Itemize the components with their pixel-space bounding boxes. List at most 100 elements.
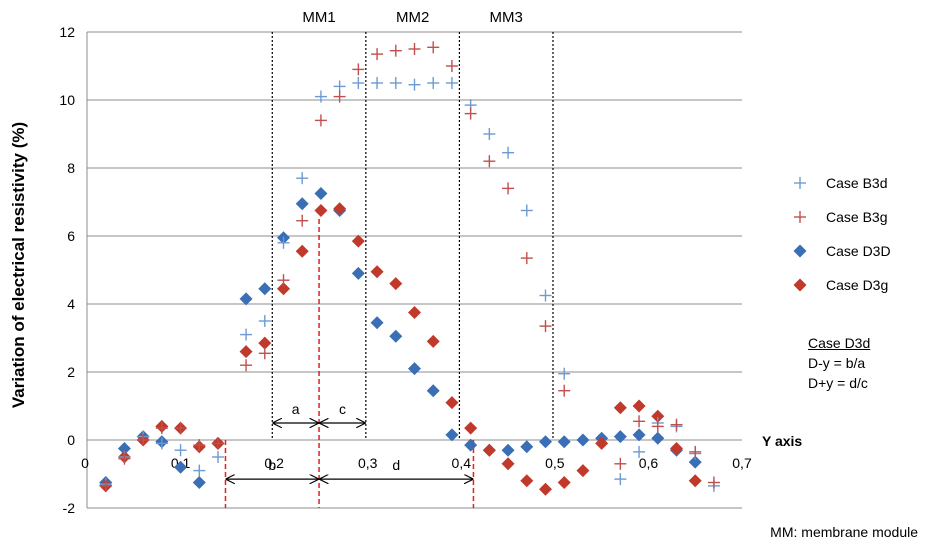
data-point bbox=[333, 90, 346, 103]
data-point bbox=[258, 315, 271, 327]
data-point bbox=[688, 455, 702, 469]
data-point bbox=[239, 292, 253, 306]
data-point bbox=[314, 90, 327, 103]
data-point bbox=[689, 445, 702, 458]
data-point bbox=[520, 252, 533, 265]
data-point bbox=[632, 399, 646, 413]
data-point bbox=[707, 476, 720, 489]
data-point bbox=[277, 236, 290, 249]
data-point bbox=[258, 347, 271, 360]
data-point bbox=[427, 41, 440, 54]
data-point bbox=[520, 204, 533, 217]
y-tick-labels: -2 0 2 4 6 8 10 12 bbox=[59, 24, 75, 516]
data-point bbox=[445, 428, 459, 442]
data-point bbox=[576, 433, 590, 447]
y-tick-label: 6 bbox=[67, 228, 75, 244]
legend-label-2: Case D3D bbox=[826, 243, 891, 259]
data-point bbox=[174, 444, 187, 457]
data-point bbox=[314, 204, 328, 217]
data-point bbox=[445, 77, 458, 89]
data-point bbox=[193, 439, 206, 452]
data-point bbox=[502, 146, 515, 159]
y-tick-label: 0 bbox=[67, 432, 75, 448]
data-point bbox=[389, 329, 403, 343]
data-point bbox=[613, 430, 627, 444]
x-tick-label: 0,6 bbox=[639, 455, 659, 471]
y-axis-label: Variation of electrical resistivity (%) bbox=[9, 122, 28, 408]
data-point bbox=[370, 265, 384, 279]
data-point bbox=[137, 434, 150, 446]
data-point bbox=[464, 438, 478, 452]
data-point bbox=[632, 428, 646, 442]
data-point bbox=[408, 78, 421, 91]
data-point bbox=[539, 289, 552, 302]
module-label: MM2 bbox=[396, 9, 429, 26]
series-2 bbox=[99, 187, 702, 489]
footnote: MM: membrane module bbox=[770, 524, 918, 540]
data-point bbox=[351, 234, 365, 248]
module-labels: MM1 MM2 MM3 bbox=[302, 9, 522, 26]
data-point bbox=[483, 128, 496, 140]
data-point bbox=[155, 437, 168, 450]
module-boundaries bbox=[224, 32, 554, 508]
data-point bbox=[389, 77, 402, 89]
data-point bbox=[633, 445, 646, 458]
data-point bbox=[614, 473, 627, 486]
dimension-label-d: d bbox=[392, 457, 400, 473]
module-label: MM1 bbox=[302, 9, 335, 26]
legend-marker-1 bbox=[794, 211, 806, 223]
series-3 bbox=[99, 202, 702, 496]
x-tick-label: 0,4 bbox=[452, 455, 472, 471]
data-point bbox=[426, 384, 440, 398]
data-point bbox=[670, 442, 683, 455]
data-point bbox=[482, 443, 496, 457]
data-point bbox=[520, 440, 534, 454]
x-tick-label: 0 bbox=[81, 455, 89, 471]
legend-label-1: Case B3g bbox=[826, 209, 887, 225]
data-point bbox=[277, 282, 290, 296]
data-point bbox=[389, 277, 403, 291]
data-point bbox=[408, 43, 421, 55]
data-point bbox=[651, 420, 664, 433]
data-point bbox=[258, 336, 272, 350]
legend: Case B3d Case B3g Case D3D Case D3g bbox=[793, 175, 891, 293]
data-point bbox=[557, 476, 571, 489]
x-axis-label: Y axis bbox=[762, 433, 802, 449]
x-tick-label: 0,2 bbox=[264, 455, 284, 471]
dimension-label-c: c bbox=[339, 401, 346, 417]
grid-lines bbox=[86, 31, 742, 509]
data-point bbox=[370, 316, 384, 330]
x-tick-label: 0,5 bbox=[545, 455, 565, 471]
data-point bbox=[99, 479, 112, 492]
dimension-arrows: a c b d bbox=[226, 401, 472, 479]
data-point bbox=[192, 476, 206, 489]
y-tick-label: -2 bbox=[63, 500, 76, 516]
data-point bbox=[296, 214, 309, 227]
data-point bbox=[333, 80, 346, 93]
formula-line-2: D+y = d/c bbox=[808, 375, 868, 391]
data-point bbox=[333, 202, 347, 216]
data-point bbox=[688, 474, 702, 488]
dimension-label-b: b bbox=[268, 457, 276, 473]
dimension-label-a: a bbox=[292, 401, 300, 417]
data-point bbox=[614, 457, 627, 470]
x-tick-label: 0,3 bbox=[358, 455, 378, 471]
data-point bbox=[595, 436, 609, 450]
legend-label-0: Case B3d bbox=[826, 175, 887, 191]
y-tick-label: 12 bbox=[59, 24, 75, 40]
x-tick-label: 0,7 bbox=[732, 455, 752, 471]
data-point bbox=[174, 460, 188, 474]
data-point bbox=[445, 396, 459, 410]
data-point bbox=[212, 451, 224, 463]
data-point bbox=[258, 282, 272, 296]
data-point bbox=[371, 48, 384, 61]
data-point bbox=[296, 172, 309, 185]
data-point bbox=[314, 114, 327, 127]
formula-box: Case D3d D-y = b/a D+y = d/c bbox=[808, 333, 870, 393]
data-point bbox=[464, 107, 477, 120]
data-point bbox=[520, 474, 534, 488]
data-point bbox=[118, 452, 131, 465]
data-point bbox=[239, 345, 253, 359]
formula-line-1: D-y = b/a bbox=[808, 355, 866, 371]
